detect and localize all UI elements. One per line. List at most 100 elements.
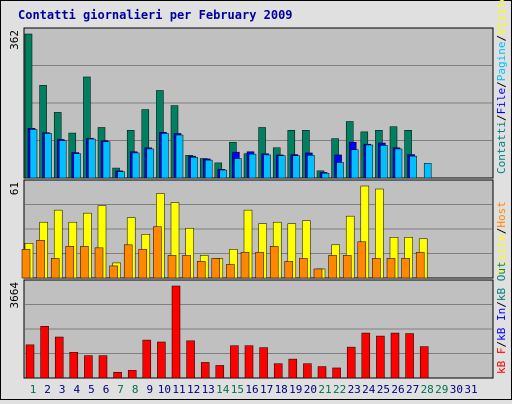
x-tick-label: 17 [260,383,273,396]
bar [380,145,388,179]
y-max-label: 362 [8,30,21,50]
x-tick-label: 3 [59,383,66,396]
bar [211,258,221,279]
bar [157,341,166,379]
bar [113,371,122,379]
bar [190,157,198,179]
bar [36,240,45,279]
bar [196,261,206,279]
bar [277,155,286,179]
x-tick-label: 6 [103,383,110,396]
side-label-part: Pagine [495,42,508,82]
bar [123,244,133,279]
bar [127,370,137,379]
bar [299,258,308,279]
bar [109,265,118,279]
side-label-part: / [495,228,508,235]
bar [394,148,403,179]
bar [73,153,82,179]
chart-title: Contatti giornalieri per February 2009 [18,8,293,22]
x-tick-label: 11 [172,383,185,396]
x-tick-label: 14 [216,383,230,396]
bar [321,172,330,179]
x-tick-label: 27 [406,383,419,396]
x-tick-label: 12 [187,383,200,396]
series-side-label: Visite/Host [495,201,508,274]
bar [117,171,125,179]
bar [44,133,52,179]
chart-panels: 362Contatti/File/Pagine/Visite61Visite/H… [8,0,508,379]
bar [153,226,162,279]
bar [58,140,67,179]
x-tick-label: 1 [30,383,37,396]
bar [50,258,60,279]
bar [269,246,279,279]
side-label-part: Host [495,201,508,228]
bar [186,340,195,379]
series-host [21,226,425,279]
bar [263,154,271,179]
x-tick-label: 29 [435,383,448,396]
bar [317,366,327,379]
bar [284,261,294,279]
bar [307,155,315,179]
bar [230,345,239,379]
bar [21,249,31,279]
bar [94,247,104,279]
x-tick-label: 26 [391,383,404,396]
x-tick-label: 22 [333,383,346,396]
x-tick-label: 20 [304,383,317,396]
bar [240,252,250,279]
bar [167,255,177,279]
side-label-part: / [495,81,508,88]
bar [200,362,210,379]
bar [65,246,75,279]
bar [357,241,367,279]
side-label-part: File [495,88,508,115]
x-tick-label: 23 [348,383,361,396]
bar [171,285,181,379]
bar [88,138,96,179]
bar [98,355,108,379]
bar [248,153,257,179]
bar [142,339,152,379]
bar [386,258,396,279]
bar [29,129,38,179]
bar [84,355,93,379]
bar [131,152,140,179]
bar [219,169,228,179]
x-tick-label: 9 [146,383,153,396]
bar [54,336,64,379]
side-label-part: kB Out [495,261,508,301]
bar [288,358,298,379]
bar [328,255,337,279]
bar [138,249,148,279]
x-tick-label: 8 [132,383,139,396]
bar [69,352,79,379]
x-tick-label: 7 [117,383,124,396]
x-tick-label: 15 [231,383,244,396]
series-pagine [29,129,432,179]
bar [419,346,429,379]
x-tick-label: 18 [275,383,288,396]
bar [423,163,432,179]
bar [182,255,191,279]
side-label-part: Visite [495,234,508,274]
bar [376,335,385,379]
bar [365,144,374,179]
bar [80,246,89,279]
series-side-label: Contatti/File/Pagine/Visite [495,0,508,174]
bar [25,344,35,379]
panel-2: 61 Visite/Host [8,179,508,279]
bar [215,365,225,379]
bar [161,133,169,179]
bar [146,148,155,179]
bar [409,155,417,179]
series-kb-f [25,285,429,379]
side-label-part: Contatti [495,121,508,174]
x-tick-label: 25 [377,383,390,396]
side-label-part: / [495,35,508,42]
x-tick-label: 4 [73,383,80,396]
